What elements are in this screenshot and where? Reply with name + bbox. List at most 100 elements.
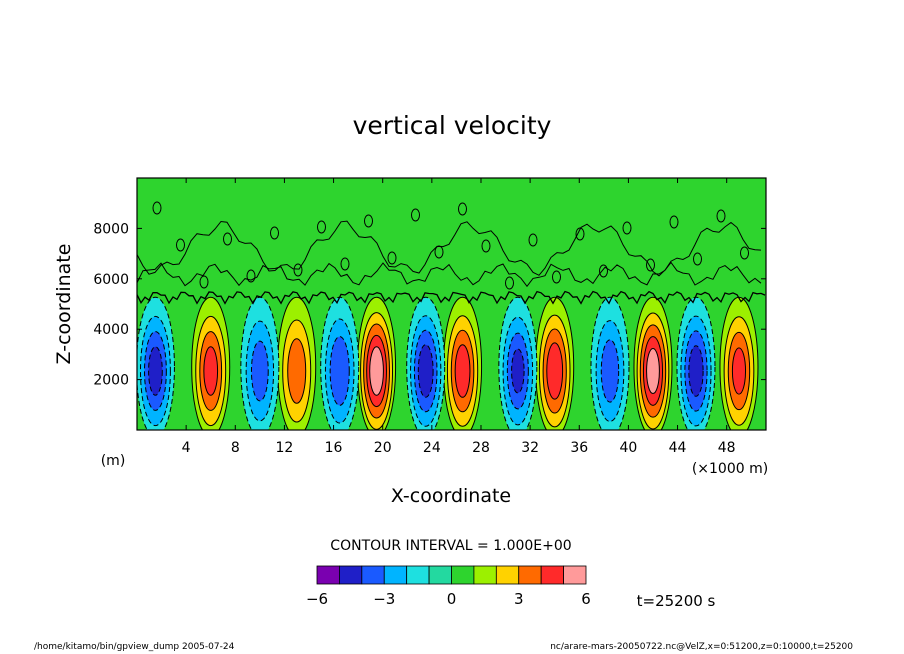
small-contour-loop [246, 269, 256, 283]
noise-layer-contour [137, 290, 766, 305]
downdraft-cell-3 [406, 296, 446, 430]
colorbar-tick-labels: −6 −3 0 3 6 [306, 590, 591, 608]
small-contour-loop [340, 257, 350, 271]
x-tick-label: 44 [669, 440, 687, 456]
colorbar-segment [451, 565, 475, 585]
colorbar-segment [316, 565, 340, 585]
updraft-contour-level [203, 346, 219, 396]
small-contour-loop [411, 208, 420, 222]
x-tick-label: 32 [521, 440, 539, 456]
colorbar-tick-label: −3 [373, 590, 395, 608]
colorbar-segment [473, 565, 497, 585]
colorbar-segment [540, 565, 564, 585]
downdraft-contour-level [250, 340, 269, 402]
updraft-cell-6 [719, 296, 759, 430]
colorbar-tick-label: 6 [581, 590, 591, 608]
y-tick-label: 2000 [93, 373, 129, 389]
x-tick-label: 48 [718, 440, 736, 456]
small-contour-loop [458, 202, 467, 216]
footer-left: /home/kitamo/bin/gpview_dump 2005-07-24 [34, 642, 235, 652]
downdraft-contour-level [511, 348, 525, 394]
small-contour-loop [599, 264, 608, 278]
small-contour-loop [293, 263, 303, 277]
updraft-cell-5 [633, 296, 673, 430]
x-tick-label: 40 [619, 440, 637, 456]
small-contour-loop [669, 215, 679, 229]
small-contour-loop [223, 232, 232, 246]
small-contour-loop [434, 245, 444, 259]
downdraft-cell-4 [498, 296, 538, 430]
contour-interval-label: CONTOUR INTERVAL = 1.000E+00 [330, 538, 571, 554]
plot-area [137, 178, 766, 430]
small-contour-loop [387, 251, 397, 265]
x-tick-label: 36 [570, 440, 588, 456]
x-axis-ticks: 4 8 12 16 20 24 28 32 36 40 44 48 [182, 178, 736, 456]
contour-lines [137, 201, 766, 305]
chart-title: vertical velocity [353, 111, 552, 140]
colorbar-tick-label: −6 [306, 590, 328, 608]
colorbar-segment [495, 565, 520, 585]
updraft-contour-level [731, 347, 747, 395]
contour-cells [137, 178, 766, 430]
x-tick-label: 12 [276, 440, 294, 456]
y-axis-label: Z-coordinate [53, 244, 75, 365]
colorbar-segment [383, 565, 408, 585]
x-tick-label: 4 [182, 440, 191, 456]
time-label: t=25200 s [637, 592, 716, 610]
downdraft-cell-2 [320, 296, 360, 430]
x-tick-label: 20 [374, 440, 392, 456]
updraft-cell-1 [277, 296, 317, 430]
colorbar-segment [361, 565, 385, 585]
colorbar-segment [518, 565, 542, 585]
small-contour-loop [716, 209, 726, 223]
updraft-contour-level [369, 346, 384, 396]
x-tick-label: 16 [325, 440, 343, 456]
small-contour-loop [740, 246, 749, 260]
small-contour-loop [270, 226, 279, 240]
small-contour-loop [505, 276, 514, 290]
updraft-contour-level [546, 342, 564, 400]
colorbar-segment [428, 565, 452, 585]
updraft-cell-3 [443, 296, 483, 430]
colorbar-segment [406, 565, 430, 585]
updraft-contour-level [454, 344, 471, 398]
y-tick-label: 4000 [93, 322, 129, 338]
small-contour-loop [364, 214, 373, 228]
small-contour-loop [176, 238, 185, 252]
small-contour-loop [481, 239, 491, 253]
updraft-cell-2 [357, 296, 397, 430]
small-contour-loop [575, 227, 585, 241]
colorbar-segment [339, 565, 363, 585]
updraft-cell-4 [535, 296, 575, 430]
x-tick-label: 28 [472, 440, 490, 456]
upper-contour [137, 220, 762, 277]
y-tick-label: 6000 [93, 272, 129, 288]
updraft-cell-0 [191, 296, 231, 430]
x-unit-label: (×1000 m) [692, 461, 768, 477]
downdraft-cell-6 [676, 296, 716, 430]
x-tick-label: 24 [423, 440, 441, 456]
y-unit-label: (m) [101, 453, 126, 469]
y-tick-label: 8000 [93, 221, 129, 237]
downdraft-contour-level [329, 336, 350, 406]
downdraft-contour-level [417, 344, 434, 398]
colorbar [316, 565, 587, 585]
colorbar-tick-label: 0 [447, 590, 457, 608]
downdraft-contour-level [688, 345, 704, 397]
colorbar-tick-label: 3 [514, 590, 524, 608]
footer-right: nc/arare-mars-20050722.nc@VelZ,x=0:51200… [550, 642, 853, 652]
x-axis-label: X-coordinate [391, 485, 511, 507]
x-tick-label: 8 [231, 440, 240, 456]
colorbar-segment [563, 565, 587, 585]
small-contour-loop [528, 233, 538, 247]
updraft-contour-level [287, 338, 307, 404]
small-contour-loop [317, 220, 326, 234]
downdraft-cell-5 [590, 296, 630, 430]
small-contour-loop [646, 258, 655, 272]
downdraft-contour-level [148, 346, 163, 396]
plot-frame [136, 177, 767, 431]
small-contour-loop [199, 275, 209, 289]
small-contour-loop [152, 201, 162, 215]
small-contour-loop [552, 270, 561, 284]
